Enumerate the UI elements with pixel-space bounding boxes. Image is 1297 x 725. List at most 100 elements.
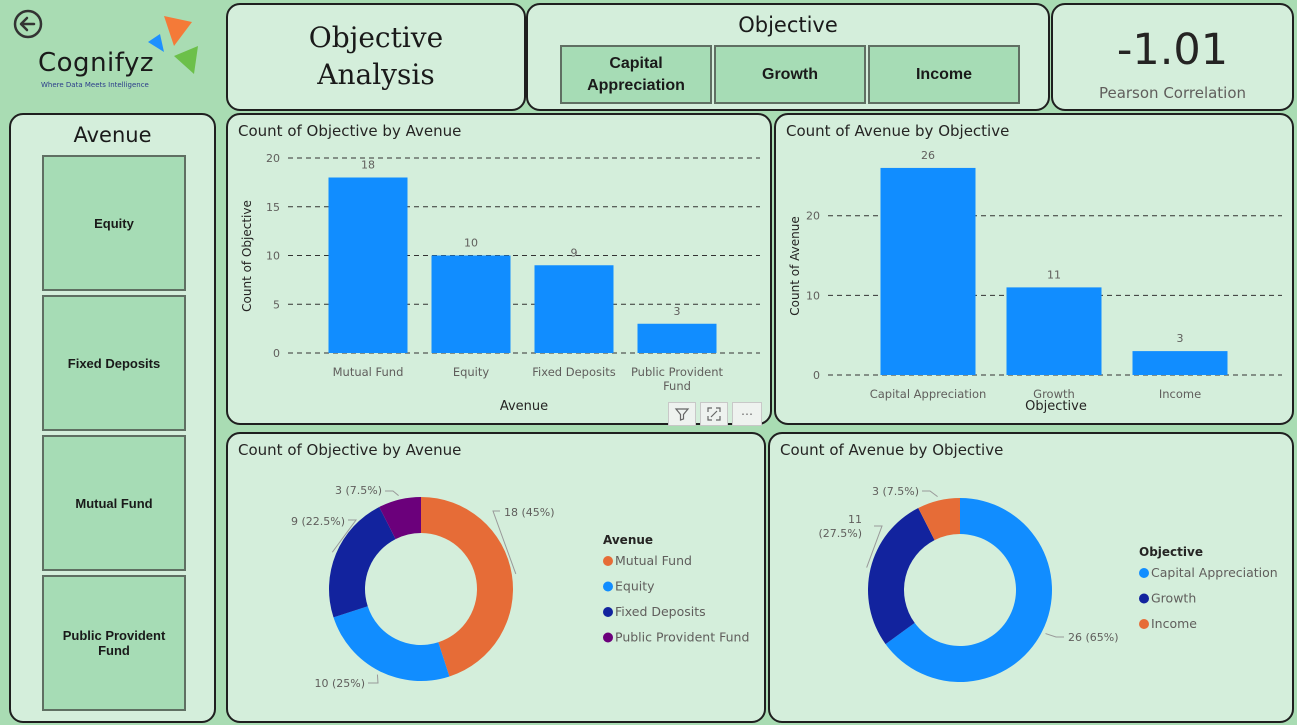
donut-slice: [885, 498, 1052, 682]
bar: [1006, 287, 1102, 375]
legend-marker: [603, 581, 613, 592]
focus-mode-icon[interactable]: [700, 402, 728, 426]
x-tick-label: Capital Appreciation: [870, 387, 987, 401]
donut-slice: [329, 507, 396, 618]
x-tick-label: Equity: [453, 365, 490, 379]
y-tick-label: 10: [266, 250, 280, 263]
logo-tagline: Where Data Meets Intelligence: [41, 81, 149, 89]
data-label: 3 (7.5%): [872, 485, 919, 498]
leader-line: [331, 519, 357, 553]
back-arrow-icon[interactable]: [12, 8, 44, 40]
legend-item: Equity: [615, 579, 655, 594]
chart-title: Count of Avenue by Objective: [786, 122, 1010, 140]
objective-option-income[interactable]: Income: [868, 45, 1020, 104]
legend-marker: [1139, 593, 1149, 604]
x-tick-label: Income: [1159, 387, 1201, 401]
legend-title: Avenue: [603, 533, 653, 547]
bar-chart-2-svg: 0 10 20 26 Capital Appreciation 11 Growth 3 Inco…: [788, 149, 1282, 414]
leader-line: [1045, 633, 1064, 638]
chart-title: Count of Avenue by Objective: [780, 441, 1004, 459]
visual-toolbar: ⋯: [668, 402, 768, 426]
avenue-slicer-title: Avenue: [73, 123, 152, 147]
x-tick-label: Public Provident Fund: [631, 365, 724, 393]
data-label: 10 (25%): [314, 677, 365, 690]
y-tick-label: 0: [813, 369, 820, 382]
legend-item: Fixed Deposits: [615, 604, 706, 619]
chart-title: Count of Objective by Avenue: [238, 441, 462, 459]
donut-slice: [379, 497, 421, 540]
legend-item: Growth: [1151, 591, 1196, 606]
x-tick-label: Fixed Deposits: [532, 365, 615, 379]
data-label: 9 (22.5%): [291, 515, 345, 528]
legend-marker: [603, 556, 613, 566]
donut-chart-by-avenue[interactable]: Count of Objective by Avenue 18 (45%) 10 …: [226, 432, 766, 723]
avenue-option-equity[interactable]: Equity: [42, 155, 186, 291]
y-tick-label: 20: [806, 210, 820, 223]
data-label: 10: [464, 237, 478, 250]
y-tick-label: 15: [266, 201, 280, 214]
data-label: 26: [921, 149, 935, 162]
bar: [534, 265, 614, 353]
logo-panel: Cognifyz Where Data Meets Intelligence: [8, 4, 220, 106]
page-title: Objective Analysis: [308, 21, 444, 91]
avenue-option-public-provident-fund[interactable]: Public Provident Fund: [42, 575, 186, 711]
data-label: 3: [674, 305, 681, 318]
legend-marker: [603, 607, 613, 617]
bar: [328, 177, 408, 353]
kpi-value: -1.01: [1116, 25, 1229, 75]
legend-marker: [1139, 619, 1149, 629]
avenue-option-fixed-deposits[interactable]: Fixed Deposits: [42, 295, 186, 431]
bar: [880, 167, 976, 375]
y-tick-label: 5: [273, 298, 280, 311]
donut-slice: [918, 498, 960, 541]
donut-slice: [868, 508, 935, 645]
chart-title: Count of Objective by Avenue: [238, 122, 462, 140]
objective-slicer-title: Objective: [738, 13, 838, 37]
kpi-card: -1.01 Pearson Correlation: [1051, 3, 1294, 111]
y-tick-label: 20: [266, 152, 280, 165]
objective-option-capital-appreciation[interactable]: Capital Appreciation: [560, 45, 712, 104]
donut-chart-2-svg: 26 (65%) 11 (27.5%) 3 (7.5%) Objective Capita…: [818, 485, 1278, 682]
bar-chart-1-svg: 0 5 10 15 20 18 Mutual Fund 10 Equity 9 Fixed Depo…: [240, 152, 760, 414]
avenue-option-mutual-fund[interactable]: Mutual Fund: [42, 435, 186, 571]
data-label: 26 (65%): [1068, 631, 1119, 644]
legend-item: Income: [1151, 616, 1197, 631]
legend-item: Mutual Fund: [615, 553, 692, 568]
leader-line: [492, 510, 517, 575]
y-axis-title: Count of Objective: [240, 200, 254, 312]
leader-line: [922, 490, 938, 498]
data-label: 3: [1177, 332, 1184, 345]
cognifyz-logo-icon: [148, 16, 198, 74]
data-label: 3 (7.5%): [335, 484, 382, 497]
bar-chart-by-avenue[interactable]: Count of Objective by Avenue 0 5 10 15 20 18 M…: [226, 113, 772, 426]
x-axis-title: Avenue: [500, 399, 548, 414]
donut-chart-by-objective[interactable]: Count of Avenue by Objective 26 (65%) 11(…: [768, 432, 1294, 723]
title-panel: Objective Analysis: [226, 3, 526, 111]
donut-slice: [421, 497, 513, 677]
legend-marker: [1139, 568, 1149, 578]
data-label: 11 (27.5%): [818, 513, 862, 540]
y-tick-label: 0: [273, 347, 280, 360]
leader-line: [866, 525, 883, 568]
bar-chart-by-objective[interactable]: Count of Avenue by Objective 0 10 20 26 Capi…: [774, 113, 1294, 425]
more-options-icon[interactable]: ⋯: [732, 402, 762, 426]
x-axis-title: Objective: [1025, 399, 1087, 414]
data-label: 9: [571, 246, 578, 259]
donut-chart-1-svg: 18 (45%) 10 (25%) 9 (22.5%) 3 (7.5%) Avenue M…: [291, 484, 749, 690]
filter-icon[interactable]: [668, 402, 696, 426]
data-label: 18: [361, 159, 375, 172]
legend-item: Public Provident Fund: [615, 630, 749, 645]
x-tick-label: Mutual Fund: [333, 365, 404, 379]
data-label: 11: [1047, 268, 1061, 281]
leader-line: [368, 674, 379, 684]
kpi-label: Pearson Correlation: [1098, 84, 1247, 102]
leader-line: [385, 490, 399, 497]
donut-slice: [333, 606, 450, 681]
y-tick-label: 10: [806, 289, 820, 302]
objective-slicer: Objective Capital Appreciation Growth In…: [526, 3, 1050, 111]
legend-item: Capital Appreciation: [1151, 565, 1278, 580]
x-tick-label: Growth: [1033, 387, 1075, 401]
objective-option-growth[interactable]: Growth: [714, 45, 866, 104]
bar: [637, 323, 717, 353]
avenue-slicer: Avenue Equity Fixed Deposits Mutual Fund…: [9, 113, 216, 723]
